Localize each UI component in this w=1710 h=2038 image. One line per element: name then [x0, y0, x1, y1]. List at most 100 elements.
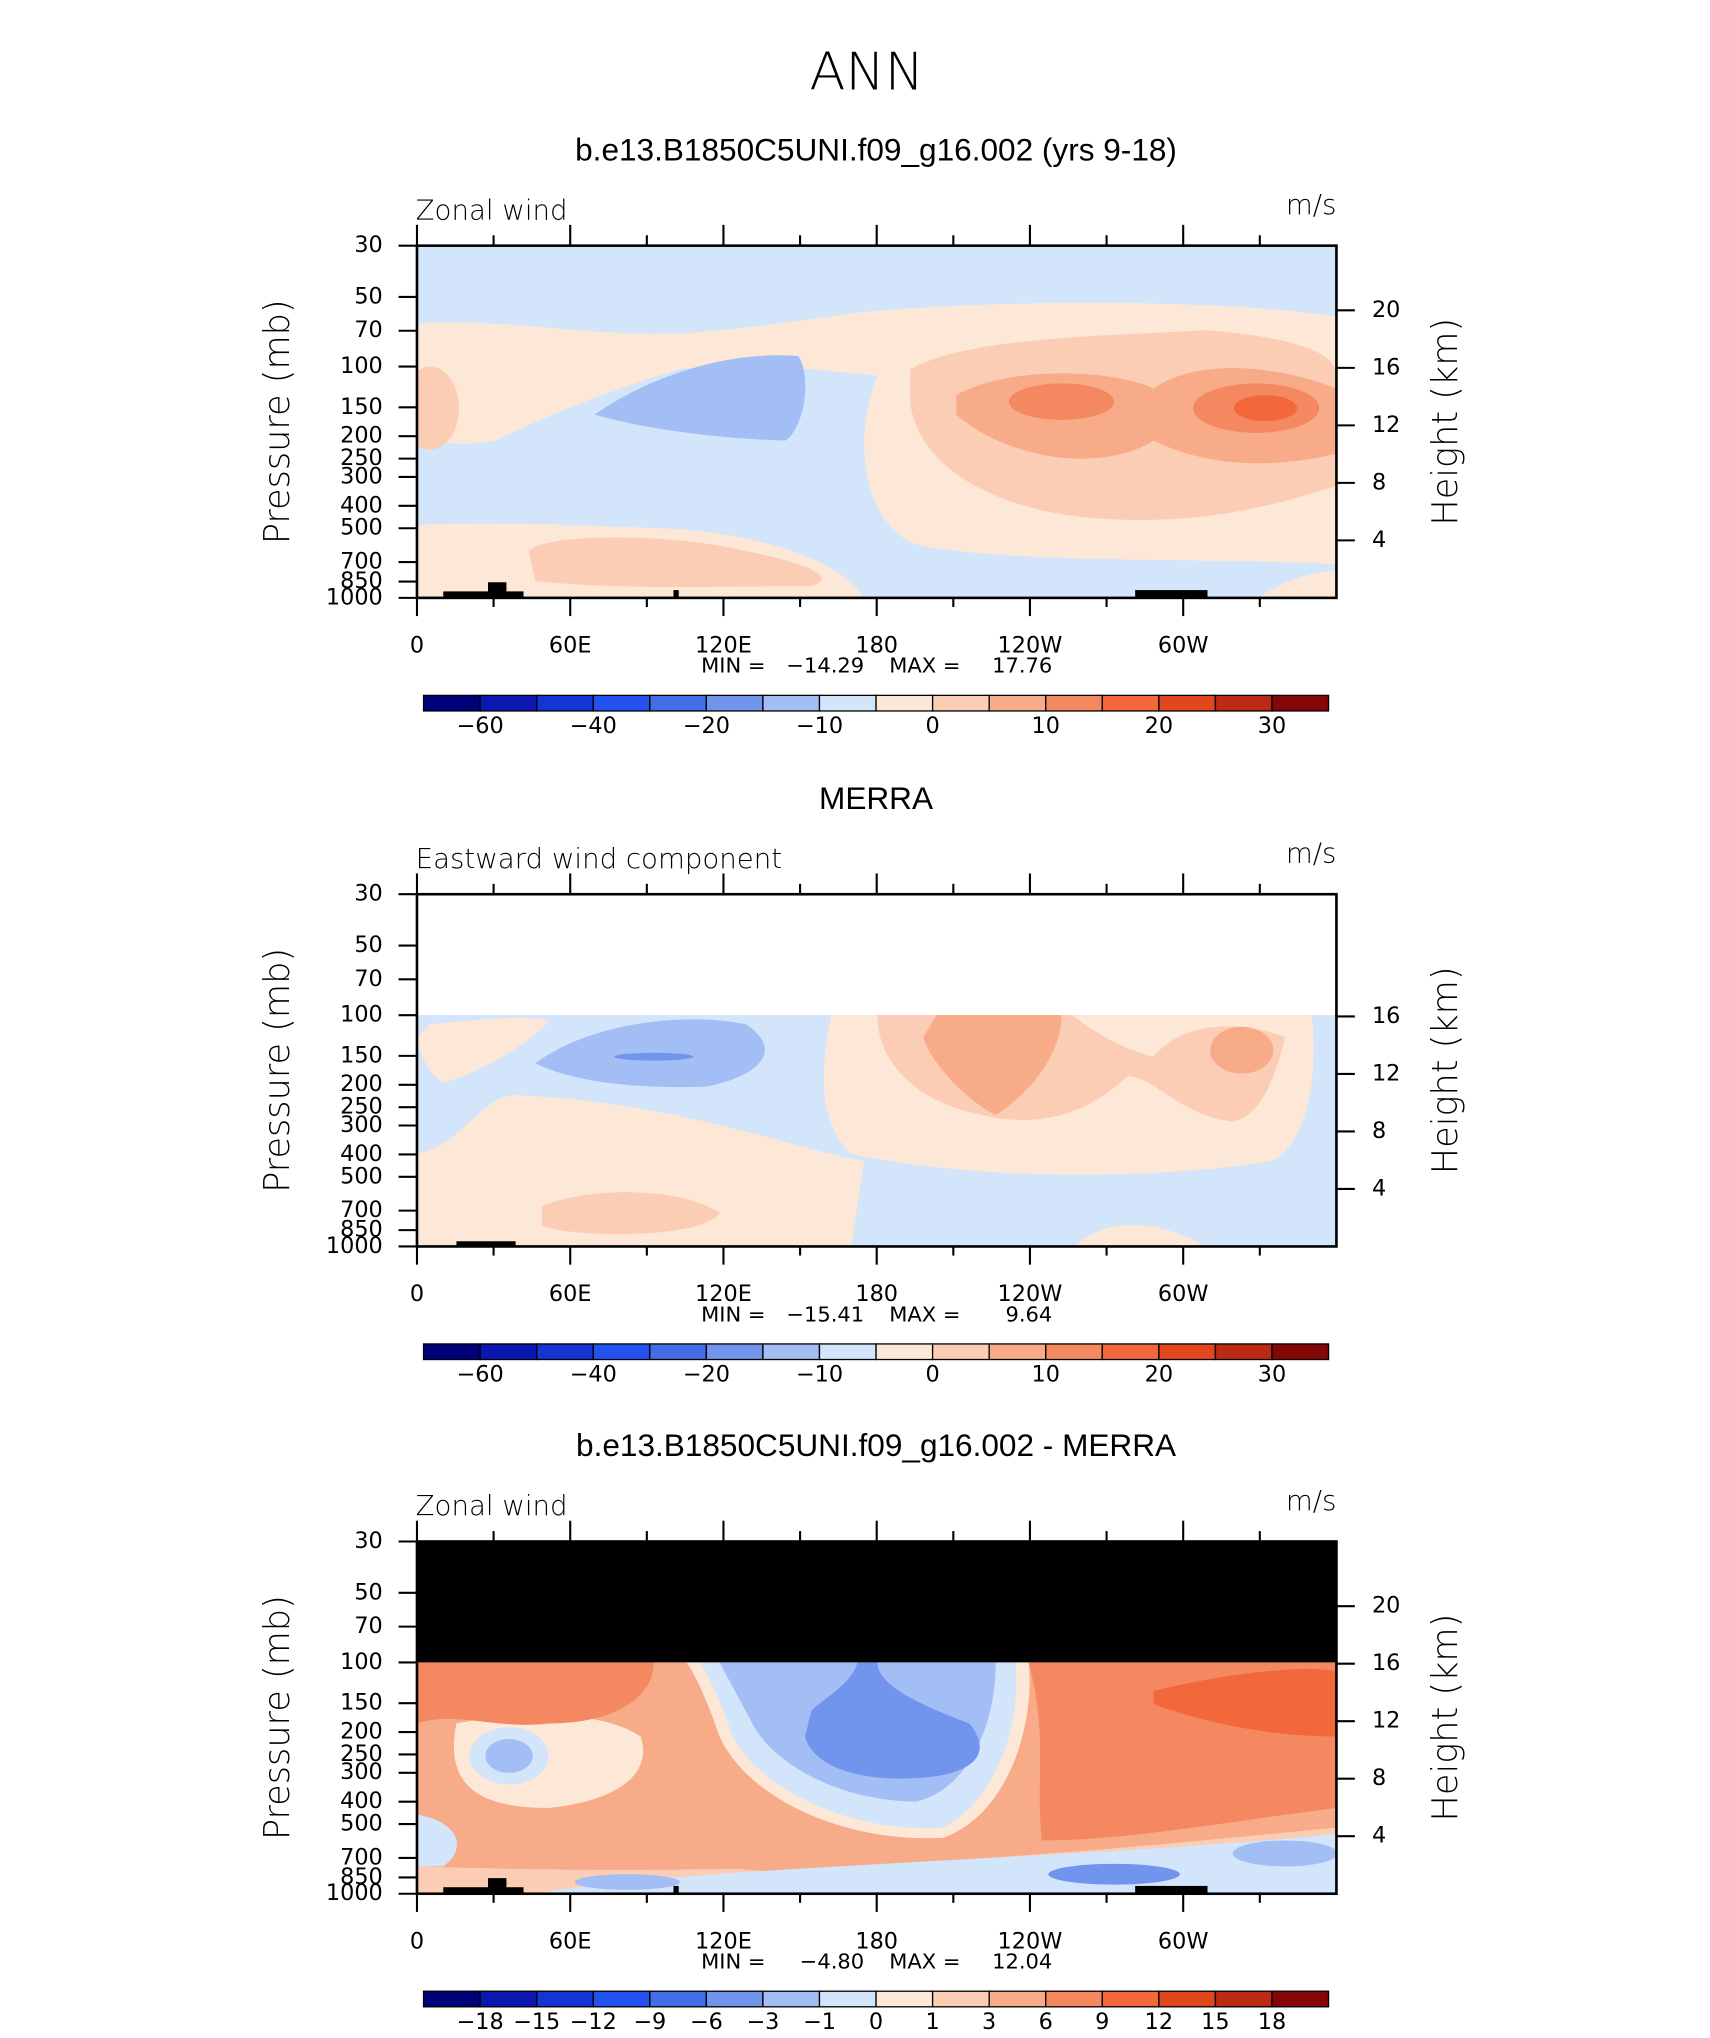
y-tick-label: 1000 — [326, 584, 383, 610]
colorbar-box — [1214, 1343, 1273, 1361]
colorbar-label: 15 — [1201, 2009, 1229, 2035]
colorbar-box — [931, 694, 990, 712]
y2-tick-label: 16 — [1372, 1650, 1400, 1676]
y-tick-label: 70 — [354, 317, 382, 343]
y-tick-label: 50 — [354, 932, 382, 958]
colorbar-box — [818, 694, 877, 712]
y-tick-label: 150 — [340, 394, 383, 420]
colorbar-label: 10 — [1032, 713, 1060, 739]
colorbar-box — [762, 1990, 821, 2008]
x-tick-label: 0 — [410, 633, 424, 659]
right-subtitle: m/s — [1286, 1486, 1337, 1517]
y2-tick-label: 8 — [1372, 1765, 1386, 1791]
y-tick-label: 30 — [354, 881, 382, 907]
colorbar-box — [1158, 1343, 1217, 1361]
y-tick-label: 30 — [354, 232, 382, 258]
x-tick-label: 60E — [549, 1928, 592, 1954]
figure-title: ANN — [809, 42, 924, 103]
colorbar-box — [649, 1343, 708, 1361]
colorbar-label: −12 — [570, 2009, 617, 2035]
colorbar-box — [931, 1343, 990, 1361]
y-tick-label: 200 — [340, 1719, 383, 1745]
colorbar-label: 18 — [1258, 2009, 1286, 2035]
colorbar-label: 20 — [1145, 1362, 1173, 1388]
colorbar-box — [705, 1990, 764, 2008]
y-tick-label: 850 — [340, 1217, 383, 1243]
y2-tick-label: 8 — [1372, 1118, 1386, 1144]
colorbar-label: −6 — [690, 2009, 723, 2035]
colorbar-box — [1271, 1343, 1330, 1361]
colorbar-box — [649, 694, 708, 712]
y-tick-label: 400 — [340, 1141, 383, 1167]
y2-tick-label: 16 — [1372, 1003, 1400, 1029]
y-tick-label: 150 — [340, 1042, 383, 1068]
min-value: −4.80 — [800, 1950, 864, 1974]
contour-field — [416, 1541, 1337, 1894]
y-tick-label: 50 — [354, 284, 382, 310]
colorbar-label: 0 — [925, 713, 939, 739]
colorbar-box — [1101, 1990, 1160, 2008]
y2-tick-label: 12 — [1372, 1061, 1400, 1087]
y-tick-label: 200 — [340, 1071, 383, 1097]
max-label: MAX = — [889, 1950, 960, 1974]
x-tick-label: 120W — [998, 1281, 1063, 1307]
y2-tick-label: 12 — [1372, 412, 1400, 438]
colorbar-box — [875, 694, 934, 712]
y-tick-label: 100 — [340, 353, 383, 379]
colorbar-label: −10 — [796, 1362, 843, 1388]
colorbar-box — [1101, 1343, 1160, 1361]
colorbar-label: −15 — [513, 2009, 560, 2035]
x-tick-label: 180 — [855, 1928, 898, 1954]
colorbar-box — [592, 1990, 651, 2008]
contour-field — [416, 245, 1337, 598]
y-tick-label: 400 — [340, 492, 383, 518]
colorbar-box — [762, 1343, 821, 1361]
colorbar-label: 0 — [925, 1362, 939, 1388]
y-axis-label: Pressure (mb) — [257, 1595, 298, 1840]
y-tick-label: 700 — [340, 1197, 383, 1223]
x-tick-label: 120E — [695, 1928, 752, 1954]
colorbar-label: 9 — [1095, 2009, 1109, 2035]
x-tick-label: 0 — [410, 1281, 424, 1307]
max-value: 17.76 — [992, 654, 1052, 678]
min-label: MIN = — [701, 1302, 765, 1326]
colorbar-box — [422, 694, 481, 712]
colorbar-label: −1 — [803, 2009, 836, 2035]
colorbar-box — [1045, 1990, 1103, 2008]
y-tick-label: 500 — [340, 1163, 383, 1189]
y2-tick-label: 12 — [1372, 1708, 1400, 1734]
colorbar-label: −60 — [457, 1362, 504, 1388]
y-tick-label: 1000 — [326, 1233, 383, 1259]
colorbar-box — [592, 694, 651, 712]
y2-tick-label: 4 — [1372, 527, 1386, 553]
colorbar-box — [988, 1990, 1047, 2008]
y2-tick-label: 20 — [1372, 297, 1400, 323]
colorbar-box — [422, 1343, 481, 1361]
colorbar-label: −20 — [683, 713, 730, 739]
colorbar-box — [705, 1343, 764, 1361]
y-tick-label: 700 — [340, 549, 383, 575]
x-tick-label: 120W — [998, 1928, 1063, 1954]
max-label: MAX = — [889, 654, 960, 678]
colorbar-box — [931, 1990, 990, 2008]
colorbar-box — [762, 694, 821, 712]
colorbar-label: 3 — [982, 2009, 996, 2035]
x-tick-label: 120W — [998, 633, 1063, 659]
x-tick-label: 120E — [695, 1281, 752, 1307]
y2-tick-label: 20 — [1372, 1593, 1400, 1619]
y2-tick-label: 4 — [1372, 1823, 1386, 1849]
colorbar-box — [988, 1343, 1047, 1361]
right-subtitle: m/s — [1286, 839, 1337, 870]
colorbar-box — [536, 1990, 594, 2008]
colorbar-box — [1045, 1343, 1103, 1361]
colorbar-box — [479, 694, 538, 712]
colorbar-label: 0 — [869, 2009, 883, 2035]
colorbar-label: −40 — [570, 1362, 617, 1388]
y-tick-label: 700 — [340, 1844, 383, 1870]
colorbar-label: −10 — [796, 713, 843, 739]
colorbar-label: −20 — [683, 1362, 730, 1388]
colorbar-box — [479, 1990, 538, 2008]
y-tick-label: 300 — [340, 1112, 383, 1138]
y-tick-label: 30 — [354, 1528, 382, 1554]
panel-title: b.e13.B1850C5UNI.f09_g16.002 - MERRA — [576, 1428, 1176, 1463]
